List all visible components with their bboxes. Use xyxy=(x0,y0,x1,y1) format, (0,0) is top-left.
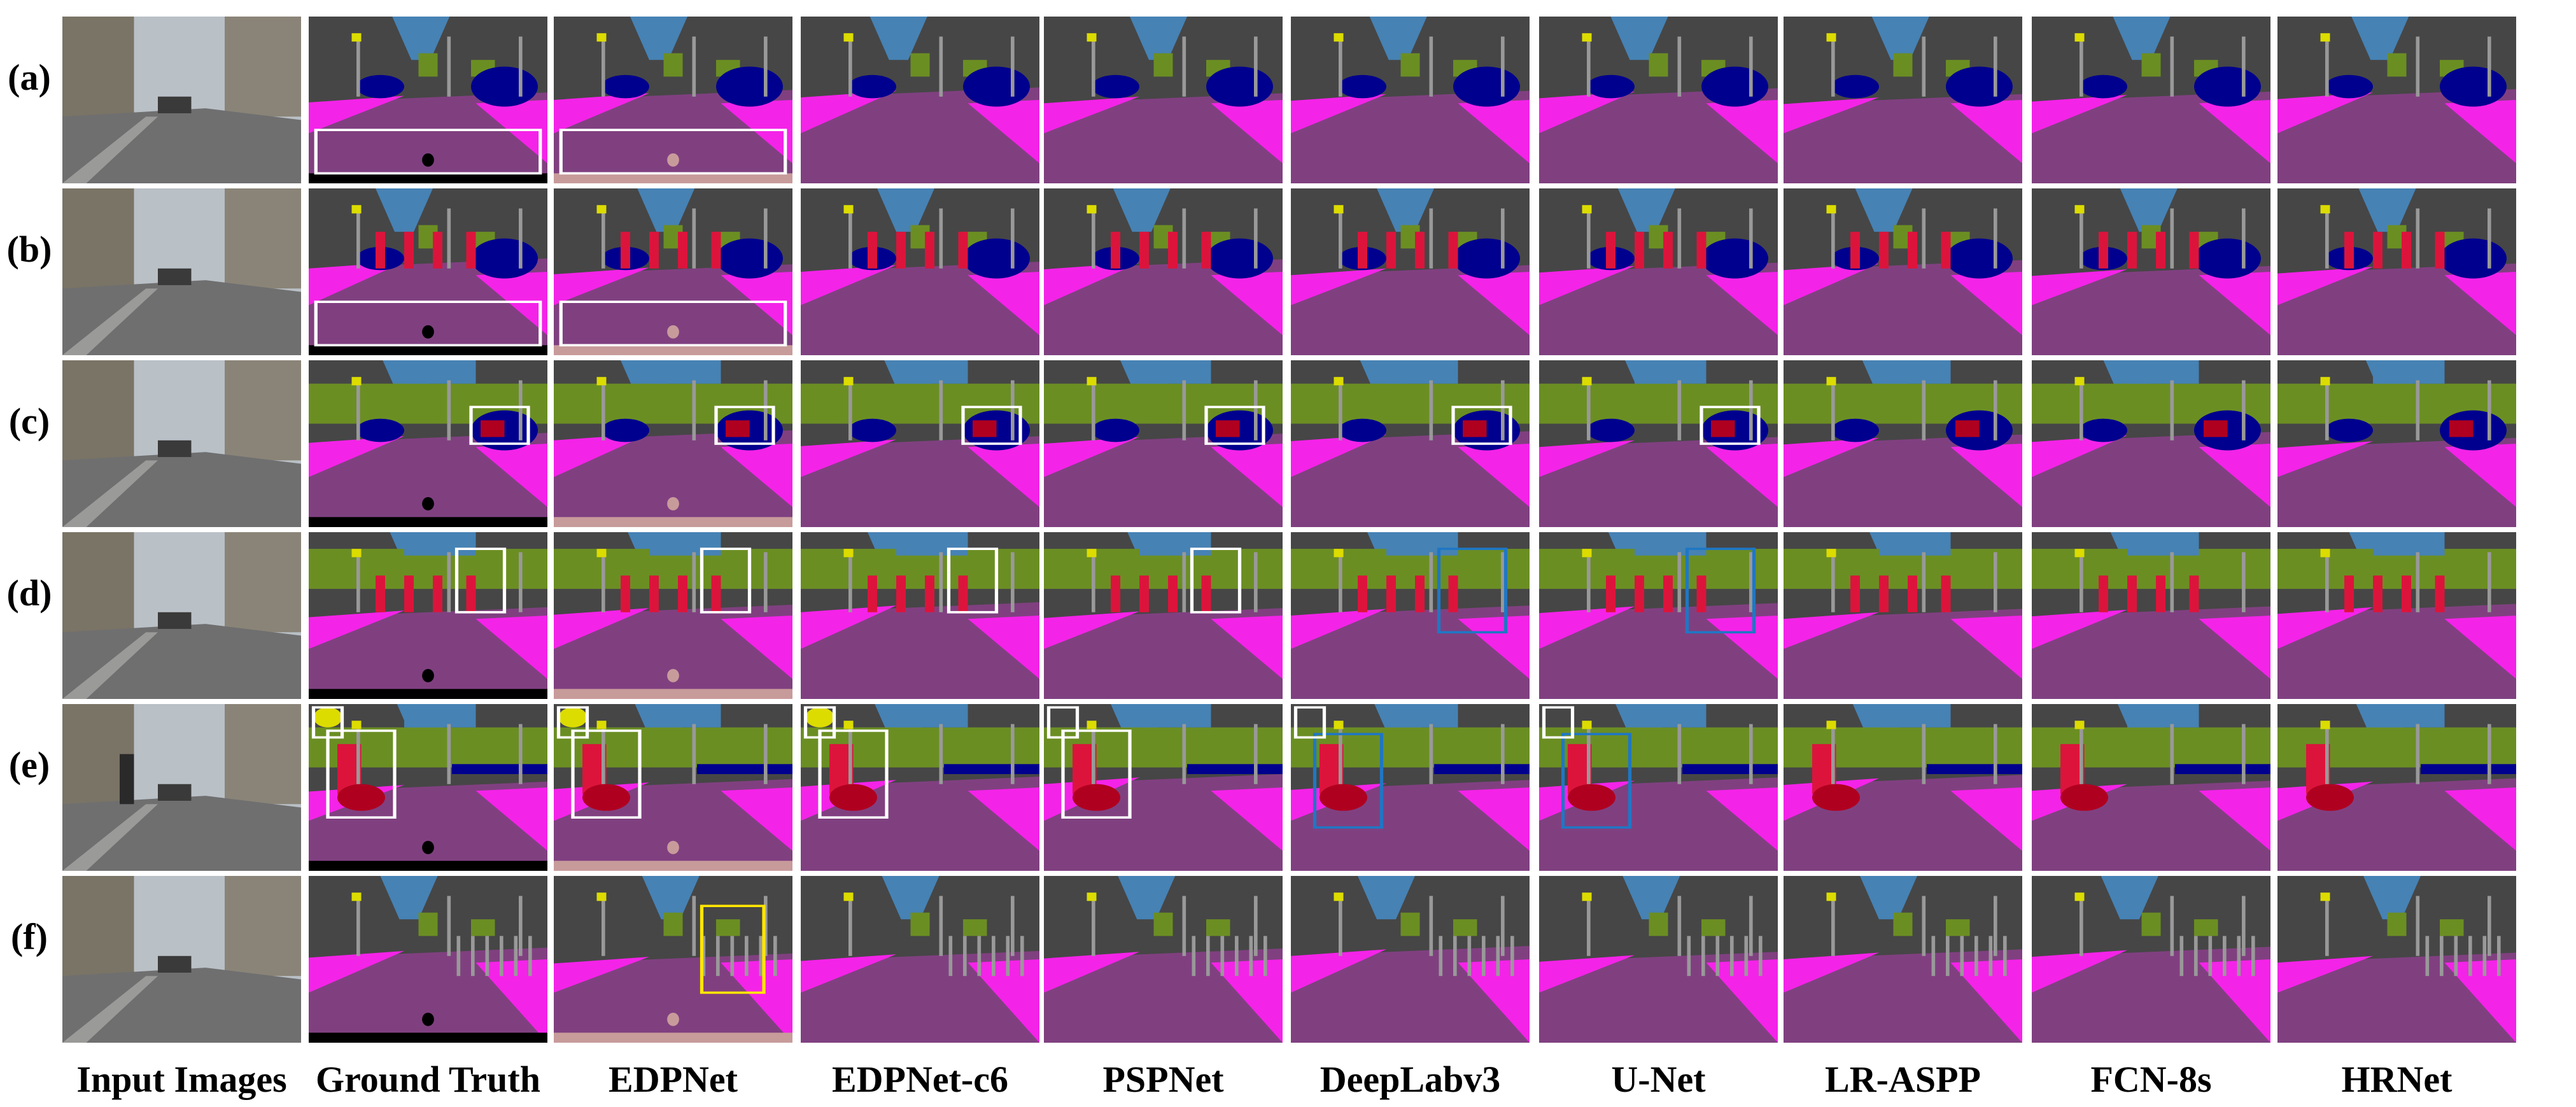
segmentation-result-tile xyxy=(554,188,792,355)
segmentation-result-tile xyxy=(554,360,792,527)
row-label: (d) xyxy=(6,572,52,614)
segmentation-result-tile xyxy=(309,704,547,871)
segmentation-result-tile xyxy=(1044,532,1283,699)
segmentation-result-tile xyxy=(801,532,1039,699)
segmentation-result-tile xyxy=(1539,876,1778,1043)
segmentation-result-tile xyxy=(801,17,1039,183)
column-label: FCN-8s xyxy=(2090,1059,2212,1100)
segmentation-result-tile xyxy=(2032,17,2270,183)
input-image-tile xyxy=(62,876,301,1043)
segmentation-result-tile xyxy=(1539,188,1778,355)
column-label: Input Images xyxy=(76,1059,287,1100)
segmentation-result-tile xyxy=(554,876,792,1043)
input-image-tile xyxy=(62,17,301,183)
column-label: HRNet xyxy=(2341,1059,2453,1100)
column-label: Ground Truth xyxy=(316,1059,540,1100)
segmentation-result-tile xyxy=(2277,704,2516,871)
segmentation-result-tile xyxy=(1044,704,1283,871)
row-label: (a) xyxy=(8,57,51,98)
segmentation-result-tile xyxy=(1539,704,1778,871)
segmentation-result-tile xyxy=(554,532,792,699)
segmentation-result-tile xyxy=(2032,704,2270,871)
input-image-tile xyxy=(62,188,301,355)
segmentation-result-tile xyxy=(801,188,1039,355)
row-label: (f) xyxy=(11,916,48,957)
column-label: EDPNet-c6 xyxy=(831,1059,1008,1100)
row-label: (b) xyxy=(6,229,52,270)
segmentation-result-tile xyxy=(801,876,1039,1043)
segmentation-result-tile xyxy=(2277,876,2516,1043)
segmentation-result-tile xyxy=(2032,188,2270,355)
segmentation-result-tile xyxy=(309,188,547,355)
segmentation-result-tile xyxy=(309,876,547,1043)
segmentation-result-tile xyxy=(2032,360,2270,527)
input-image-tile xyxy=(62,532,301,699)
segmentation-result-tile xyxy=(309,360,547,527)
segmentation-result-tile xyxy=(1044,876,1283,1043)
input-image-tile xyxy=(62,704,301,871)
segmentation-result-tile xyxy=(801,704,1039,871)
segmentation-result-tile xyxy=(2277,17,2516,183)
column-label: EDPNet xyxy=(609,1059,738,1100)
segmentation-result-tile xyxy=(1291,17,1530,183)
column-label: PSPNet xyxy=(1102,1059,1224,1100)
segmentation-result-tile xyxy=(1784,17,2022,183)
segmentation-result-tile xyxy=(309,532,547,699)
segmentation-result-tile xyxy=(1044,188,1283,355)
segmentation-result-tile xyxy=(1539,532,1778,699)
segmentation-result-tile xyxy=(554,17,792,183)
segmentation-result-tile xyxy=(1539,17,1778,183)
segmentation-result-tile xyxy=(1784,360,2022,527)
segmentation-result-tile xyxy=(1291,360,1530,527)
row-label: (c) xyxy=(8,400,50,442)
input-image-tile xyxy=(62,360,301,527)
segmentation-result-tile xyxy=(309,17,547,183)
segmentation-result-tile xyxy=(1291,704,1530,871)
row-label: (e) xyxy=(8,744,50,786)
segmentation-result-tile xyxy=(1291,876,1530,1043)
column-label: DeepLabv3 xyxy=(1320,1059,1501,1100)
segmentation-result-tile xyxy=(1044,17,1283,183)
segmentation-result-tile xyxy=(2032,532,2270,699)
segmentation-result-tile xyxy=(2277,188,2516,355)
segmentation-result-tile xyxy=(1291,188,1530,355)
column-label: U-Net xyxy=(1611,1059,1706,1100)
segmentation-result-tile xyxy=(1044,360,1283,527)
segmentation-result-tile xyxy=(2032,876,2270,1043)
segmentation-result-tile xyxy=(1291,532,1530,699)
segmentation-result-tile xyxy=(1784,704,2022,871)
segmentation-result-tile xyxy=(1784,532,2022,699)
segmentation-result-tile xyxy=(801,360,1039,527)
segmentation-result-tile xyxy=(2277,532,2516,699)
segmentation-result-tile xyxy=(1539,360,1778,527)
segmentation-result-tile xyxy=(1784,188,2022,355)
segmentation-result-tile xyxy=(554,704,792,871)
column-label: LR-ASPP xyxy=(1825,1059,1981,1100)
segmentation-result-tile xyxy=(2277,360,2516,527)
segmentation-result-tile xyxy=(1784,876,2022,1043)
